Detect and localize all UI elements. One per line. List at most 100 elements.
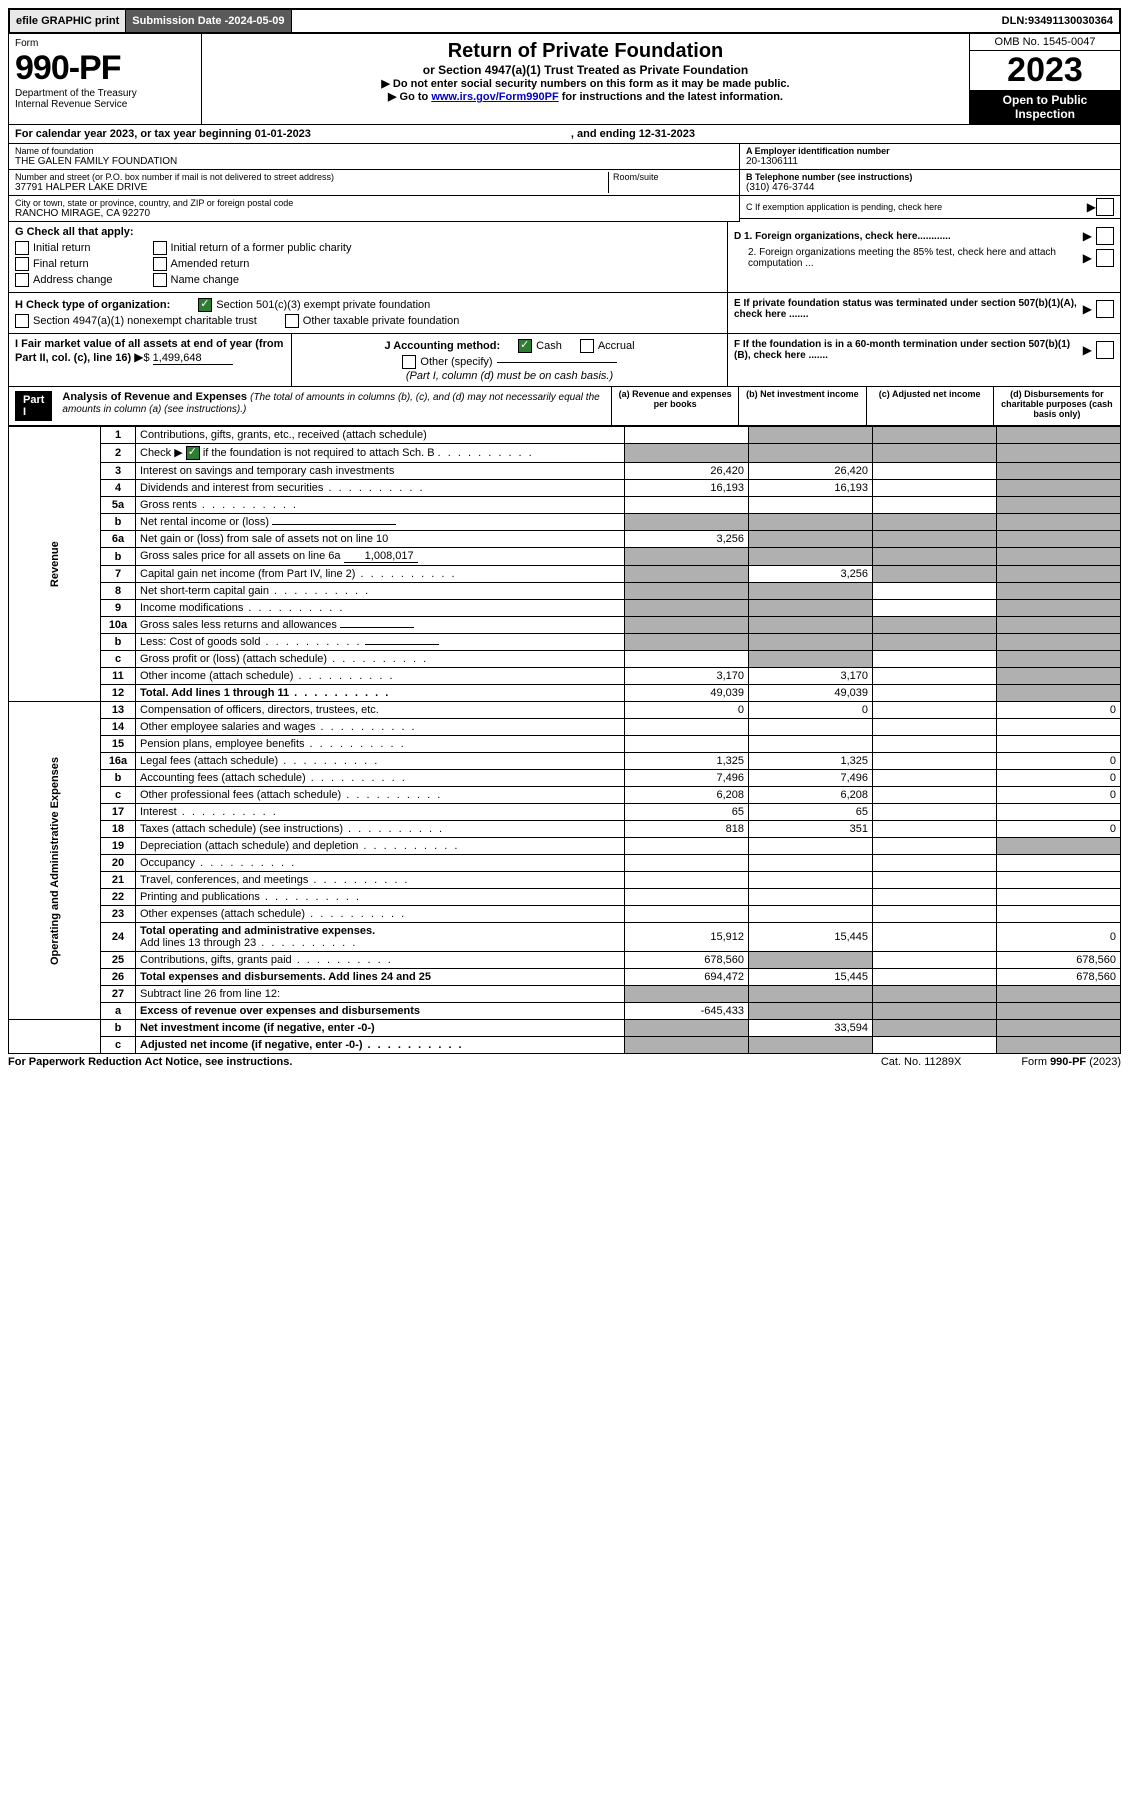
l2-pre: Check ▶ [140, 447, 183, 459]
tax-year: 2023 [970, 51, 1120, 90]
efile-print-button[interactable]: efile GRAPHIC print [10, 10, 126, 32]
f-checkbox[interactable] [1096, 341, 1114, 359]
ein-label: A Employer identification number [746, 146, 1114, 156]
h-501c3-checkbox[interactable] [198, 298, 212, 312]
table-row: b Accounting fees (attach schedule) 7,49… [9, 770, 1121, 787]
line-num: 20 [101, 855, 136, 872]
h-other-taxable-checkbox[interactable] [285, 314, 299, 328]
cal-year-text: For calendar year 2023, or tax year begi… [15, 128, 311, 140]
line16b-desc: Accounting fees (attach schedule) [136, 770, 625, 787]
l16c-a: 6,208 [625, 787, 749, 804]
city-state-zip: RANCHO MIRAGE, CA 92270 [15, 208, 733, 219]
part1-tag: Part I [15, 391, 52, 421]
table-row: Revenue 1 Contributions, gifts, grants, … [9, 427, 1121, 444]
g-initial-former-checkbox[interactable] [153, 241, 167, 255]
g-opt-name: Name change [171, 274, 240, 286]
open-line1: Open to Public [973, 93, 1117, 107]
g-initial-return-checkbox[interactable] [15, 241, 29, 255]
line20-desc: Occupancy [136, 855, 625, 872]
j-cash-checkbox[interactable] [518, 339, 532, 353]
foundation-name: THE GALEN FAMILY FOUNDATION [15, 156, 733, 167]
d2-checkbox[interactable] [1096, 249, 1114, 267]
d1-checkbox[interactable] [1096, 227, 1114, 245]
table-row: Operating and Administrative Expenses 13… [9, 702, 1121, 719]
l26-d: 678,560 [997, 969, 1121, 986]
line11-desc: Other income (attach schedule) [136, 668, 625, 685]
l26-a: 694,472 [625, 969, 749, 986]
line-num: b [101, 770, 136, 787]
submission-label: Submission Date - [132, 15, 228, 27]
l27a-a: -645,433 [625, 1003, 749, 1020]
instr2-pre: ▶ Go to [388, 91, 431, 103]
header-middle: Return of Private Foundation or Section … [202, 34, 969, 124]
name-cell: Name of foundation THE GALEN FAMILY FOUN… [9, 144, 739, 170]
g-label: G Check all that apply: [15, 226, 134, 238]
line-num: b [101, 514, 136, 531]
line-num: 10a [101, 617, 136, 634]
col-c-head: (c) Adjusted net income [866, 387, 993, 425]
g-amended-checkbox[interactable] [153, 257, 167, 271]
entity-info-block: Name of foundation THE GALEN FAMILY FOUN… [8, 144, 1121, 222]
line-num: 4 [101, 480, 136, 497]
e-checkbox[interactable] [1096, 300, 1114, 318]
l25-d: 678,560 [997, 952, 1121, 969]
line1-desc: Contributions, gifts, grants, etc., rece… [136, 427, 625, 444]
h-4947-checkbox[interactable] [15, 314, 29, 328]
arrow-icon: ▶ [1083, 343, 1092, 357]
line7-desc: Capital gain net income (from Part IV, l… [136, 566, 625, 583]
submission-date: 2024-05-09 [228, 15, 284, 27]
footer-left: For Paperwork Reduction Act Notice, see … [8, 1056, 292, 1068]
j-other-checkbox[interactable] [402, 355, 416, 369]
instr-ssn: ▶ Do not enter social security numbers o… [208, 77, 963, 90]
part1-col-heads: (a) Revenue and expenses per books (b) N… [611, 387, 1120, 425]
g-final-return-checkbox[interactable] [15, 257, 29, 271]
j-note: (Part I, column (d) must be on cash basi… [298, 370, 721, 382]
line-num: c [101, 787, 136, 804]
form-title: Return of Private Foundation [208, 40, 963, 63]
l17-a: 65 [625, 804, 749, 821]
col-b-head: (b) Net investment income [738, 387, 865, 425]
table-row: 15 Pension plans, employee benefits [9, 736, 1121, 753]
line-num: 24 [101, 923, 136, 952]
table-row: 16a Legal fees (attach schedule) 1,325 1… [9, 753, 1121, 770]
form990pf-link[interactable]: www.irs.gov/Form990PF [431, 91, 558, 103]
e-label: E If private foundation status was termi… [734, 298, 1079, 320]
section-i: I Fair market value of all assets at end… [9, 334, 292, 386]
l18-d: 0 [997, 821, 1121, 838]
irs-label: Internal Revenue Service [15, 99, 195, 110]
line4-desc: Dividends and interest from securities [136, 480, 625, 497]
fmv-value: 1,499,648 [153, 352, 233, 365]
c-label: C If exemption application is pending, c… [746, 202, 1087, 212]
line-num: 9 [101, 600, 136, 617]
l27b-b: 33,594 [749, 1020, 873, 1037]
line6a-desc: Net gain or (loss) from sale of assets n… [136, 531, 625, 548]
schb-checkbox[interactable] [186, 446, 200, 460]
l12-a: 49,039 [625, 685, 749, 702]
line-num: 5a [101, 497, 136, 514]
table-row: 27 Subtract line 26 from line 12: [9, 986, 1121, 1003]
l6b-pre: Gross sales price for all assets on line… [140, 550, 341, 562]
ein-value: 20-1306111 [746, 156, 1114, 167]
table-row: 9 Income modifications [9, 600, 1121, 617]
table-row: 25 Contributions, gifts, grants paid 678… [9, 952, 1121, 969]
g-name-change-checkbox[interactable] [153, 273, 167, 287]
l16a-a: 1,325 [625, 753, 749, 770]
l16c-d: 0 [997, 787, 1121, 804]
table-row: b Gross sales price for all assets on li… [9, 548, 1121, 566]
line-num: 26 [101, 969, 136, 986]
g-address-change-checkbox[interactable] [15, 273, 29, 287]
table-row: b Net investment income (if negative, en… [9, 1020, 1121, 1037]
f-label: F If the foundation is in a 60-month ter… [734, 339, 1079, 361]
line-num: 3 [101, 463, 136, 480]
c-checkbox[interactable] [1096, 198, 1114, 216]
open-line2: Inspection [973, 107, 1117, 121]
l17-b: 65 [749, 804, 873, 821]
line19-desc: Depreciation (attach schedule) and deple… [136, 838, 625, 855]
line-num: 15 [101, 736, 136, 753]
instr2-post: for instructions and the latest informat… [562, 91, 783, 103]
entity-left: Name of foundation THE GALEN FAMILY FOUN… [9, 144, 739, 222]
line9-desc: Income modifications [136, 600, 625, 617]
j-accrual-checkbox[interactable] [580, 339, 594, 353]
part1-header-row: Part I Analysis of Revenue and Expenses … [8, 387, 1121, 426]
line-num: 12 [101, 685, 136, 702]
